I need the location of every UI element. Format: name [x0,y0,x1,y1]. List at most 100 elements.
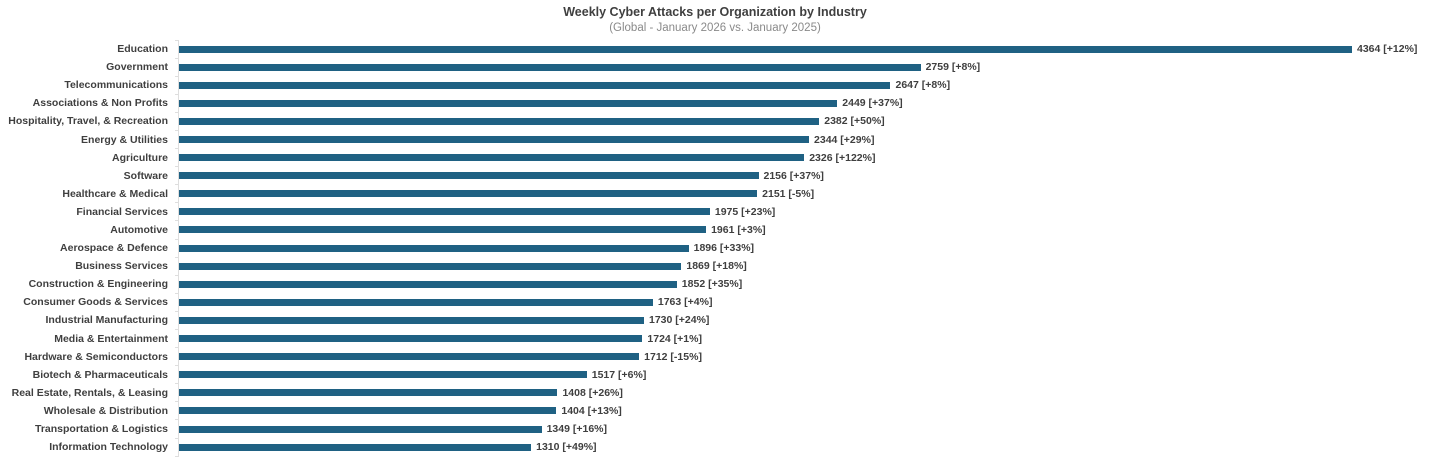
category-label: Hospitality, Travel, & Recreation [8,115,168,128]
bar-row: Telecommunications 2647 [+8%] [0,75,1430,95]
value-label: 1310 [+49%] [536,441,597,454]
category-label: Industrial Manufacturing [45,314,168,327]
bar [179,389,558,397]
bar-track: 1712 [-15%] [175,347,1352,366]
value-label: 1404 [+13%] [561,404,622,417]
bar-track: 2759 [+8%] [175,57,1352,77]
bar-track: 4364 [+12%] [175,39,1417,59]
bar-track: 2382 [+50%] [175,111,1352,131]
value-label: 1975 [+23%] [714,205,776,218]
bar-row: Construction & Engineering 1852 [+35%] [0,274,1430,294]
value-label: 1961 [+3%] [711,223,766,236]
bar [179,45,1352,53]
bar-row: Real Estate, Rentals, & Leasing 1408 [+26… [0,383,1430,402]
bar-track: 1975 [+23%] [175,202,1352,221]
bar-track: 1869 [+18%] [175,256,1352,276]
bar-track: 2647 [+8%] [175,75,1352,95]
bar-track: 1763 [+4%] [175,292,1352,312]
category-label: Financial Services [76,205,168,218]
value-label: 1852 [+35%] [681,278,743,291]
bar-row: Associations & Non Profits 2449 [+37%] [0,93,1430,113]
category-label: Software [123,169,168,182]
value-label: 2151 [-5%] [762,187,815,200]
category-label: Education [117,43,168,56]
bar [179,244,689,252]
value-label: 4364 [+12%] [1357,43,1418,56]
value-label: 2156 [+37%] [763,169,824,182]
bar [179,63,921,71]
bar-row: Software 2156 [+37%] [0,166,1430,185]
bar-row: Education 4364 [+12%] [0,39,1430,59]
category-label: Biotech & Pharmaceuticals [32,368,168,381]
bar [179,316,644,324]
chart-subtitle: (Global - January 2026 vs. January 2025) [609,22,821,34]
bar [179,226,707,234]
bar-row: Information Technology 1310 [+49%] [0,437,1430,457]
bar-track: 1724 [+1%] [175,328,1352,348]
bar [179,407,557,415]
bar-row: Transportation & Logistics 1349 [+16%] [0,419,1430,439]
bar [179,190,758,198]
value-label: 2344 [+29%] [814,133,875,146]
bar-row: Biotech & Pharmaceuticals 1517 [+6%] [0,365,1430,384]
bar [179,425,542,433]
plot-area: Education 4364 [+12%] Government 2759 [+8%]… [0,39,1430,457]
value-label: 1408 [+26%] [562,386,623,399]
bar [179,262,682,270]
bar [179,353,640,361]
bar-track: 1404 [+13%] [175,401,1352,420]
bar-track: 1961 [+3%] [175,220,1352,240]
value-label: 2759 [+8%] [925,61,981,74]
chart-title: Weekly Cyber Attacks per Organization by… [563,5,867,19]
value-label: 1724 [+1%] [647,332,702,345]
value-label: 1517 [+6%] [591,368,647,381]
bar-row: Media & Entertainment 1724 [+1%] [0,328,1430,348]
bar-track: 2449 [+37%] [175,93,1352,113]
bar-row: Aerospace & Defence 1896 [+33%] [0,238,1430,258]
category-label: Consumer Goods & Services [23,296,168,309]
bar-track: 1730 [+24%] [175,310,1352,330]
bar-track: 1408 [+26%] [175,383,1352,402]
bar-row: Automotive 1961 [+3%] [0,220,1430,240]
bar-row: Government 2759 [+8%] [0,57,1430,77]
value-label: 2326 [+122%] [809,151,876,164]
bar [179,335,643,343]
bar-track: 2326 [+122%] [175,148,1352,167]
chart-header: Weekly Cyber Attacks per Organization by… [0,0,1430,37]
bar [179,172,759,180]
category-label: Agriculture [111,151,168,164]
category-label: Business Services [75,260,168,273]
bar [179,443,532,451]
bar [179,298,653,306]
value-label: 1763 [+4%] [657,296,713,309]
category-label: Automotive [110,223,168,236]
value-label: 1349 [+16%] [546,423,608,436]
bar-row: Agriculture 2326 [+122%] [0,148,1430,167]
category-label: Energy & Utilities [81,133,168,146]
value-label: 2647 [+8%] [895,79,951,92]
category-label: Healthcare & Medical [62,187,168,200]
bar [179,154,805,162]
category-label: Media & Entertainment [54,332,168,345]
category-label: Transportation & Logistics [34,423,168,436]
bar-row: Healthcare & Medical 2151 [-5%] [0,184,1430,203]
category-label: Aerospace & Defence [60,242,168,255]
value-label: 2449 [+37%] [842,97,903,110]
category-label: Telecommunications [64,79,168,92]
value-label: 1896 [+33%] [693,242,755,255]
value-label: 1869 [+18%] [686,260,747,273]
bar-track: 1852 [+35%] [175,274,1352,294]
bar-track: 1310 [+49%] [175,437,1352,457]
bar [179,136,810,144]
category-label: Construction & Engineering [28,278,168,291]
value-label: 1712 [-15%] [644,350,702,363]
category-label: Government [106,61,168,74]
bar [179,208,710,216]
bar-track: 2344 [+29%] [175,129,1352,149]
bar [179,99,838,107]
bar [179,371,587,379]
bar-row: Energy & Utilities 2344 [+29%] [0,129,1430,149]
bar-row: Industrial Manufacturing 1730 [+24%] [0,310,1430,330]
bar-row: Financial Services 1975 [+23%] [0,202,1430,221]
